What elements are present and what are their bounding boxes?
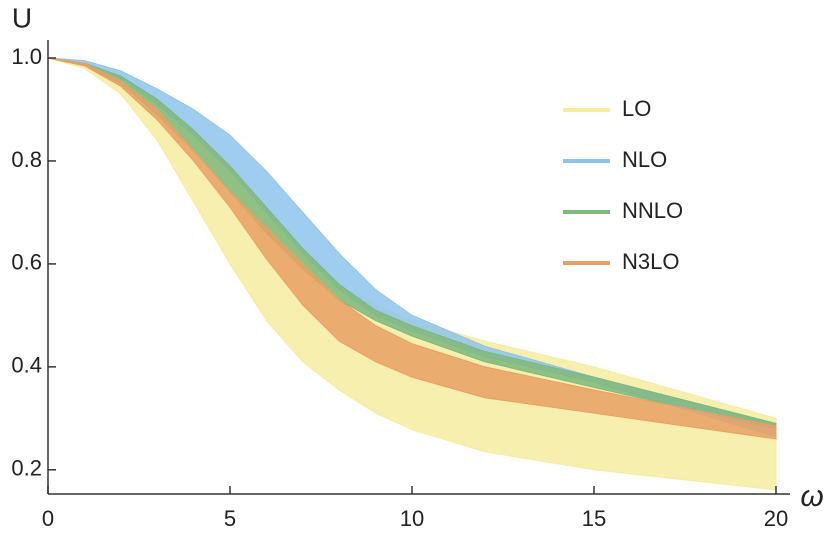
- band: [47, 57, 777, 440]
- y-tick-label: 0.4: [11, 353, 42, 378]
- legend-label: NNLO: [622, 198, 683, 223]
- y-tick-label: 0.6: [11, 250, 42, 275]
- y-tick-label: 0.8: [11, 147, 42, 172]
- x-tick-label: 0: [42, 506, 54, 531]
- y-tick-label: 0.2: [11, 456, 42, 481]
- band: [47, 57, 777, 491]
- x-tick-label: 20: [764, 506, 788, 531]
- legend-label: N3LO: [622, 249, 679, 274]
- x-tick-label: 15: [582, 506, 606, 531]
- y-tick-label: 1.0: [11, 44, 42, 69]
- y-axis-label: U: [12, 2, 32, 33]
- x-tick-label: 10: [400, 506, 424, 531]
- x-tick-label: 5: [224, 506, 236, 531]
- legend-label: NLO: [622, 147, 667, 172]
- legend-label: LO: [622, 96, 651, 121]
- x-axis-label: ω: [800, 480, 823, 513]
